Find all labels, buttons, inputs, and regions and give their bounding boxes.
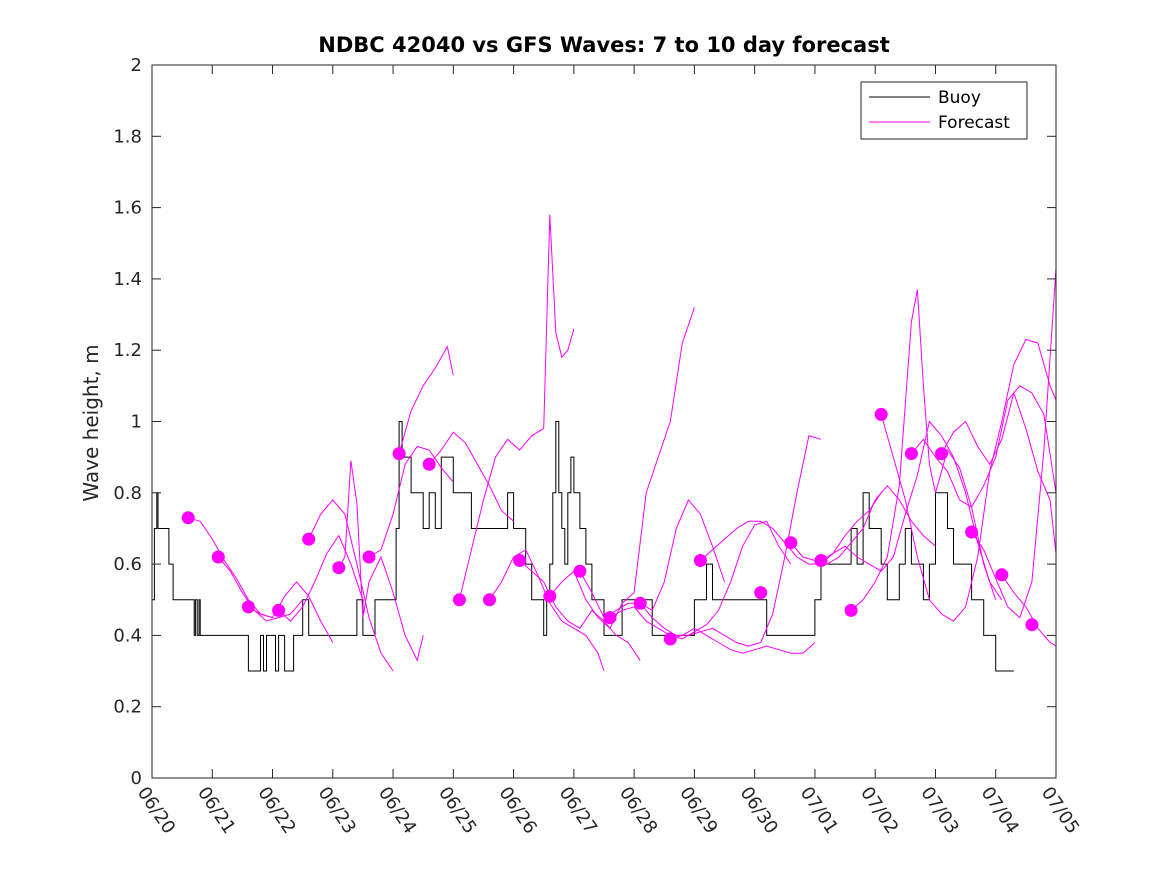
forecast-marker-11 — [513, 554, 527, 567]
forecast-marker-25 — [965, 525, 979, 539]
forecast-series-line-6 — [338, 460, 424, 662]
forecast-series-line-17 — [670, 627, 816, 654]
forecast-marker-17 — [693, 554, 707, 567]
y-tick-label: 0.2 — [113, 697, 142, 718]
forecast-series-line-16 — [639, 435, 822, 647]
forecast-series-line-15 — [609, 520, 792, 640]
y-tick-label: 0.8 — [113, 483, 142, 504]
forecast-marker-14 — [603, 611, 617, 625]
forecast-marker-21 — [844, 603, 858, 617]
forecast-series-line-22 — [880, 338, 1057, 622]
forecast-marker-10 — [483, 593, 496, 607]
forecast-series-line-7 — [368, 445, 454, 558]
y-tick-label: 0.6 — [113, 554, 142, 575]
forecast-marker-26 — [995, 568, 1009, 582]
forecast-marker-13 — [573, 564, 587, 578]
y-tick-label: 1.8 — [113, 126, 142, 147]
forecast-series-line-26 — [1001, 574, 1057, 647]
y-tick-label: 1.4 — [113, 269, 142, 290]
forecast-series-line-20 — [820, 420, 1003, 601]
y-tick-label: 1.6 — [113, 198, 142, 219]
forecast-series-line-5 — [308, 499, 394, 672]
forecast-marker-5 — [332, 561, 346, 575]
y-tick-label: 0 — [131, 768, 142, 789]
y-tick-label: 2 — [131, 55, 142, 76]
forecast-marker-27 — [1025, 618, 1039, 632]
y-tick-label: 1 — [131, 412, 142, 433]
forecast-marker-1 — [211, 550, 225, 564]
legend: Buoy Forecast — [860, 81, 1028, 140]
forecast-series-line-18 — [700, 492, 882, 565]
forecast-series-line-10 — [458, 214, 575, 600]
forecast-marker-3 — [272, 603, 286, 617]
forecast-marker-20 — [814, 554, 828, 567]
forecast-series-line-1 — [188, 517, 273, 619]
y-tick-label: 0.4 — [113, 625, 142, 646]
forecast-series-line-2 — [217, 556, 304, 622]
y-axis-label: Wave height, m — [79, 344, 103, 501]
legend-label-buoy: Buoy — [938, 88, 981, 108]
forecast-marker-6 — [362, 550, 376, 564]
forecast-marker-7 — [392, 447, 406, 461]
forecast-series-line-23 — [911, 385, 1057, 508]
forecast-marker-2 — [241, 600, 255, 614]
forecast-marker-19 — [784, 536, 798, 550]
forecast-series-line-21 — [850, 289, 997, 611]
forecast-marker-18 — [754, 586, 768, 600]
forecast-series-line-3 — [248, 581, 334, 643]
forecast-series-line-11 — [489, 549, 605, 672]
forecast-marker-24 — [935, 447, 948, 461]
chart-title: NDBC 42040 vs GFS Waves: 7 to 10 day for… — [318, 33, 889, 57]
forecast-marker-16 — [663, 632, 677, 646]
forecast-series-line-4 — [278, 534, 364, 622]
forecast-series-line-25 — [971, 268, 1057, 619]
forecast-marker-15 — [633, 596, 647, 610]
forecast-series-line-8 — [398, 345, 454, 454]
forecast-marker-8 — [422, 457, 436, 471]
forecast-marker-4 — [302, 532, 316, 546]
forecast-series-line-24 — [941, 391, 1057, 554]
forecast-marker-0 — [181, 511, 195, 525]
legend-label-forecast: Forecast — [938, 113, 1010, 133]
forecast-series-line-12 — [519, 560, 641, 661]
forecast-marker-9 — [452, 593, 466, 607]
legend-box — [860, 81, 1028, 140]
forecast-marker-12 — [543, 589, 557, 603]
forecast-marker-23 — [904, 447, 918, 461]
forecast-marker-22 — [874, 407, 888, 421]
plot-area — [152, 214, 1057, 672]
y-tick-label: 1.2 — [113, 340, 142, 361]
forecast-series-line-9 — [428, 431, 514, 522]
